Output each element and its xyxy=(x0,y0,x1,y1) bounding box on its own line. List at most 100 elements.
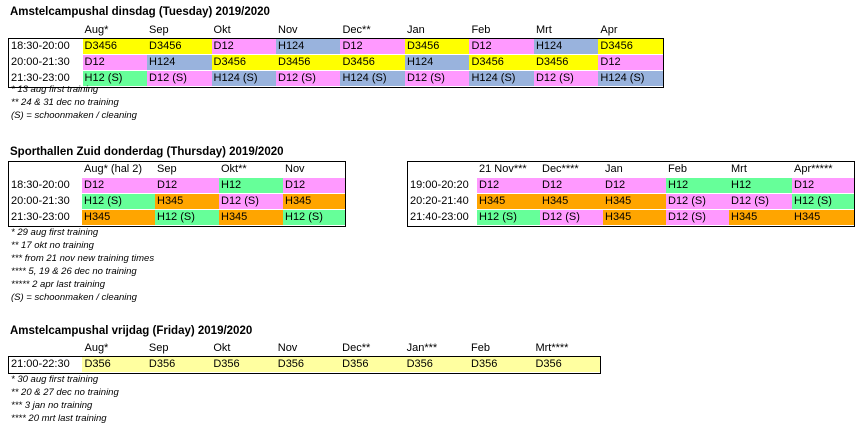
schedule-cell: D12 xyxy=(283,177,345,194)
month-header: Feb xyxy=(469,341,534,357)
header-corner xyxy=(408,162,477,178)
friday-title: Amstelcampushal vrijdag (Friday) 2019/20… xyxy=(10,325,253,337)
schedule-cell: H12 xyxy=(666,177,729,194)
time-slot-label: 21:30-23:00 xyxy=(9,70,83,86)
month-header: Apr xyxy=(598,23,663,39)
schedule-cell: H345 xyxy=(477,193,540,210)
header-row: Aug* (hal 2) Sep Okt** Nov xyxy=(9,162,345,178)
month-header: 21 Nov*** xyxy=(477,162,540,178)
time-slot-label: 18:30-20:00 xyxy=(9,177,82,194)
month-header: Nov xyxy=(283,162,345,178)
month-header: Jan xyxy=(603,162,666,178)
table-row: 19:00-20:20 D12 D12 D12 H12 H12 D12 xyxy=(408,177,854,194)
schedule-cell: D12 xyxy=(603,177,666,194)
time-slot-label: 21:00-22:30 xyxy=(9,356,83,372)
schedule-cell: D12 xyxy=(82,54,148,71)
month-header: Mrt xyxy=(533,23,599,39)
schedule-cell: D12 (S) xyxy=(666,209,729,225)
footnote: *** from 21 nov new training times xyxy=(11,253,155,264)
schedule-cell: D3456 xyxy=(211,54,276,71)
schedule-cell: D3456 xyxy=(404,38,470,55)
month-header: Aug* xyxy=(82,341,147,357)
schedule-cell: D12 (S) xyxy=(666,193,729,210)
month-header: Okt xyxy=(211,341,276,357)
footnote: * 30 aug first training xyxy=(11,374,99,385)
month-header: Okt** xyxy=(219,162,283,178)
month-header: Aug* xyxy=(82,23,148,39)
month-header: Feb xyxy=(469,23,534,39)
schedule-cell: D12 xyxy=(340,38,405,55)
schedule-cell: H124 xyxy=(404,54,470,71)
month-header: Sep xyxy=(146,341,212,357)
header-row: Aug* Sep Okt Nov Dec** Jan*** Feb Mrt**** xyxy=(9,341,600,357)
footnote: * 13 aug first training xyxy=(11,84,99,95)
table-row: 20:00-21:30 H12 (S) H345 D12 (S) H345 xyxy=(9,193,345,210)
month-header: Sep xyxy=(147,23,212,39)
tuesday-notes: * 13 aug first training ** 24 & 31 dec no… xyxy=(11,83,137,122)
month-header: Dec** xyxy=(340,341,405,357)
header-row: 21 Nov*** Dec**** Jan Feb Mrt Apr***** xyxy=(408,162,854,178)
schedule-cell: H12 (S) xyxy=(82,193,155,210)
schedule-cell: D3456 xyxy=(276,54,341,71)
table-row: 18:30-20:00 D12 D12 H12 D12 xyxy=(9,177,345,194)
footnote: (S) = schoonmaken / cleaning xyxy=(11,292,137,303)
tuesday-title: Amstelcampushal dinsdag (Tuesday) 2019/2… xyxy=(10,6,270,18)
schedule-cell: H124 (S) xyxy=(469,70,534,86)
schedule-cell: H345 xyxy=(792,209,854,225)
table-row: 21:30-23:00 H12 (S) D12 (S) H124 (S) D12 (S)… xyxy=(9,70,663,86)
time-slot-label: 21:40-23:00 xyxy=(408,209,477,225)
month-header: Apr***** xyxy=(792,162,854,178)
month-header: Feb xyxy=(666,162,729,178)
footnote: ** 20 & 27 dec no training xyxy=(11,387,119,398)
schedule-cell: H124 (S) xyxy=(598,70,663,86)
schedule-cell: H124 (S) xyxy=(340,70,405,86)
schedule-cell: H124 xyxy=(147,54,212,71)
schedule-cell: H12 (S) xyxy=(792,193,854,210)
schedule-cell: D356 xyxy=(82,356,147,372)
thursday-schedule-table-right: 21 Nov*** Dec**** Jan Feb Mrt Apr***** 19:00-2… xyxy=(408,162,854,225)
schedule-cell: D12 xyxy=(792,177,854,194)
schedule-cell: H345 xyxy=(283,193,345,210)
thursday-title: Sporthallen Zuid donderdag (Thursday) 20… xyxy=(10,146,284,158)
schedule-cell: D356 xyxy=(469,356,534,372)
schedule-cell: H345 xyxy=(729,209,792,225)
footnote: **** 5, 19 & 26 dec no training xyxy=(11,266,137,277)
friday-schedule-table: Aug* Sep Okt Nov Dec** Jan*** Feb Mrt**** 21:00-… xyxy=(9,341,600,372)
month-header: Dec**** xyxy=(540,162,603,178)
schedule-cell: H345 xyxy=(155,193,219,210)
table-row: 21:30-23:00 H345 H12 (S) H345 H12 (S) xyxy=(9,209,345,225)
table-row: 21:00-22:30 D356 D356 D356 D356 D356 D356 D356 D… xyxy=(9,356,600,372)
time-slot-label: 20:00-21:30 xyxy=(9,193,82,210)
table-row: 20:00-21:30 D12 H124 D3456 D3456 D3456 H124 D34… xyxy=(9,54,663,71)
schedule-cell: H345 xyxy=(219,209,283,225)
header-corner xyxy=(9,162,82,178)
schedule-cell: D12 (S) xyxy=(219,193,283,210)
footnote: *** 3 jan no training xyxy=(11,400,93,411)
schedule-cell: D356 xyxy=(275,356,341,372)
schedule-cell: D12 (S) xyxy=(404,70,470,86)
schedule-cell: H345 xyxy=(603,193,666,210)
footnote: * 29 aug first training xyxy=(11,227,99,238)
schedule-cell: D356 xyxy=(533,356,600,372)
schedule-cell: D12 xyxy=(540,177,603,194)
footnote: **** 20 mrt last training xyxy=(11,413,107,424)
schedule-cell: D3456 xyxy=(533,54,599,71)
header-corner xyxy=(9,341,83,357)
thursday-notes: * 29 aug first training ** 17 okt no trai… xyxy=(11,226,154,304)
footnote: (S) = schoonmaken / cleaning xyxy=(11,110,137,121)
schedule-cell: D3456 xyxy=(469,54,534,71)
month-header: Jan xyxy=(404,23,470,39)
schedule-cell: H124 xyxy=(276,38,341,55)
schedule-cell: H12 (S) xyxy=(82,70,148,86)
month-header: Jan*** xyxy=(404,341,470,357)
schedule-cell: D12 xyxy=(82,177,155,194)
month-header: Okt xyxy=(211,23,276,39)
schedule-cell: D12 (S) xyxy=(729,193,792,210)
schedule-cell: D356 xyxy=(211,356,276,372)
footnote: ***** 2 apr last training xyxy=(11,279,105,290)
footnote: ** 17 okt no training xyxy=(11,240,94,251)
month-header: Mrt xyxy=(729,162,792,178)
schedule-cell: D356 xyxy=(404,356,470,372)
time-slot-label: 19:00-20:20 xyxy=(408,177,477,194)
schedule-cell: D3456 xyxy=(147,38,212,55)
